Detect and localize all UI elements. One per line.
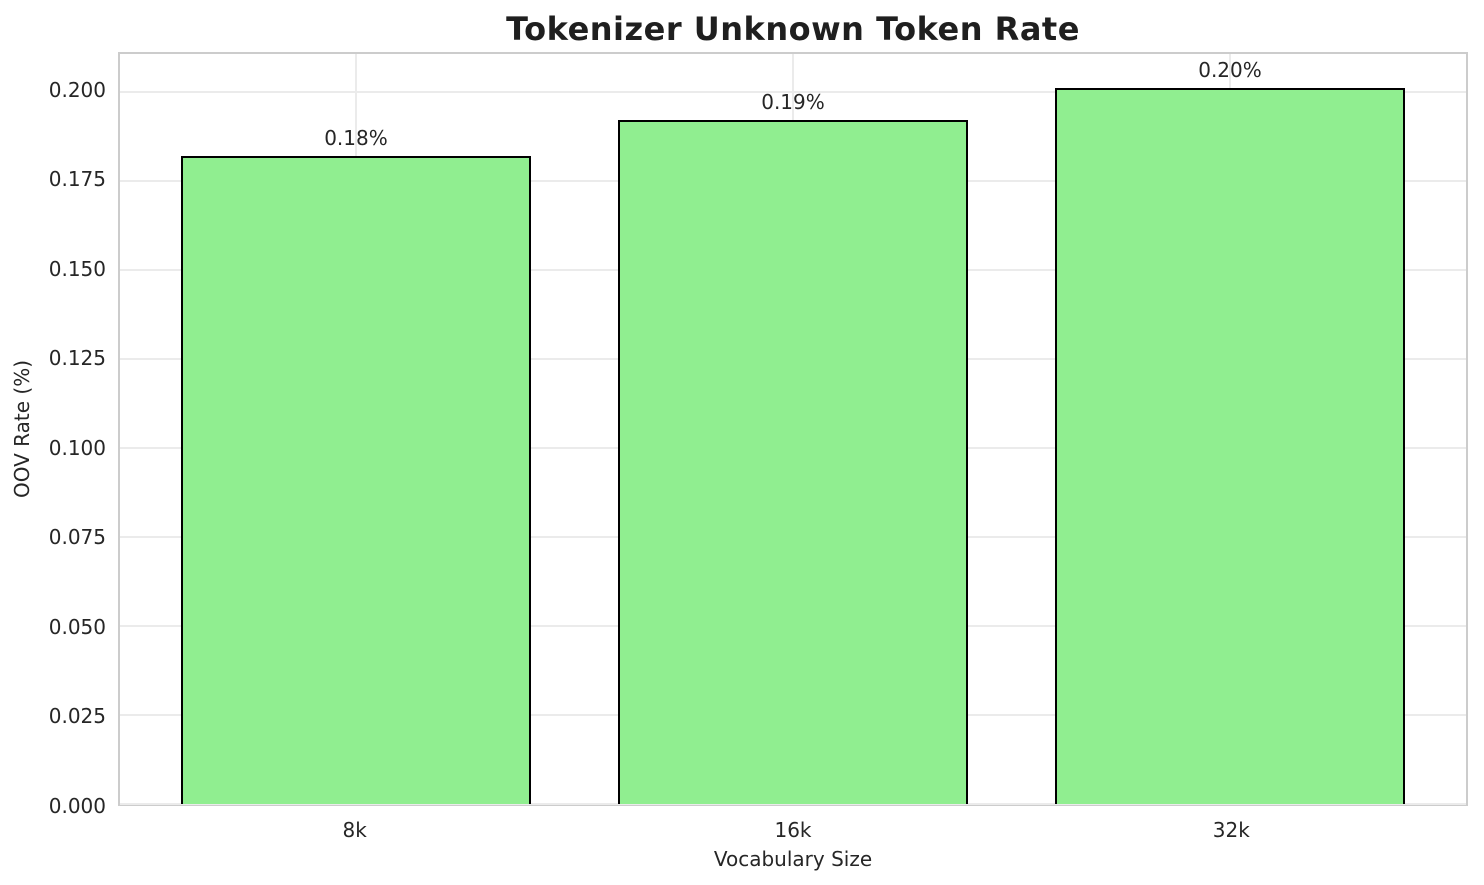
bar-value-label: 0.18% xyxy=(324,125,388,150)
chart-title: Tokenizer Unknown Token Rate xyxy=(506,10,1080,48)
y-tick-label: 0.125 xyxy=(48,346,106,371)
x-axis-label: Vocabulary Size xyxy=(713,847,873,871)
h-gridline xyxy=(120,803,1466,805)
x-tick-label: 32k xyxy=(1212,818,1250,842)
y-tick-label: 0.000 xyxy=(48,794,106,818)
y-axis-label: OOV Rate (%) xyxy=(10,360,34,498)
x-tick-label: 8k xyxy=(342,818,367,842)
y-tick-label: 0.200 xyxy=(48,77,106,102)
bar-8k xyxy=(181,155,531,804)
y-tick-label: 0.025 xyxy=(48,704,106,729)
bar-value-label: 0.20% xyxy=(1198,58,1262,83)
y-tick-label: 0.150 xyxy=(48,256,106,281)
y-tick-label: 0.100 xyxy=(48,435,106,460)
y-tick-label: 0.050 xyxy=(48,614,106,639)
bar-16k xyxy=(618,120,968,804)
y-tick-label: 0.175 xyxy=(48,167,106,192)
x-tick-label: 16k xyxy=(774,818,812,842)
y-tick-label: 0.075 xyxy=(48,525,106,550)
bar-32k xyxy=(1055,88,1405,804)
plot-area: 0.18% 0.19% 0.20% xyxy=(118,52,1468,806)
bar-value-label: 0.19% xyxy=(761,90,825,115)
